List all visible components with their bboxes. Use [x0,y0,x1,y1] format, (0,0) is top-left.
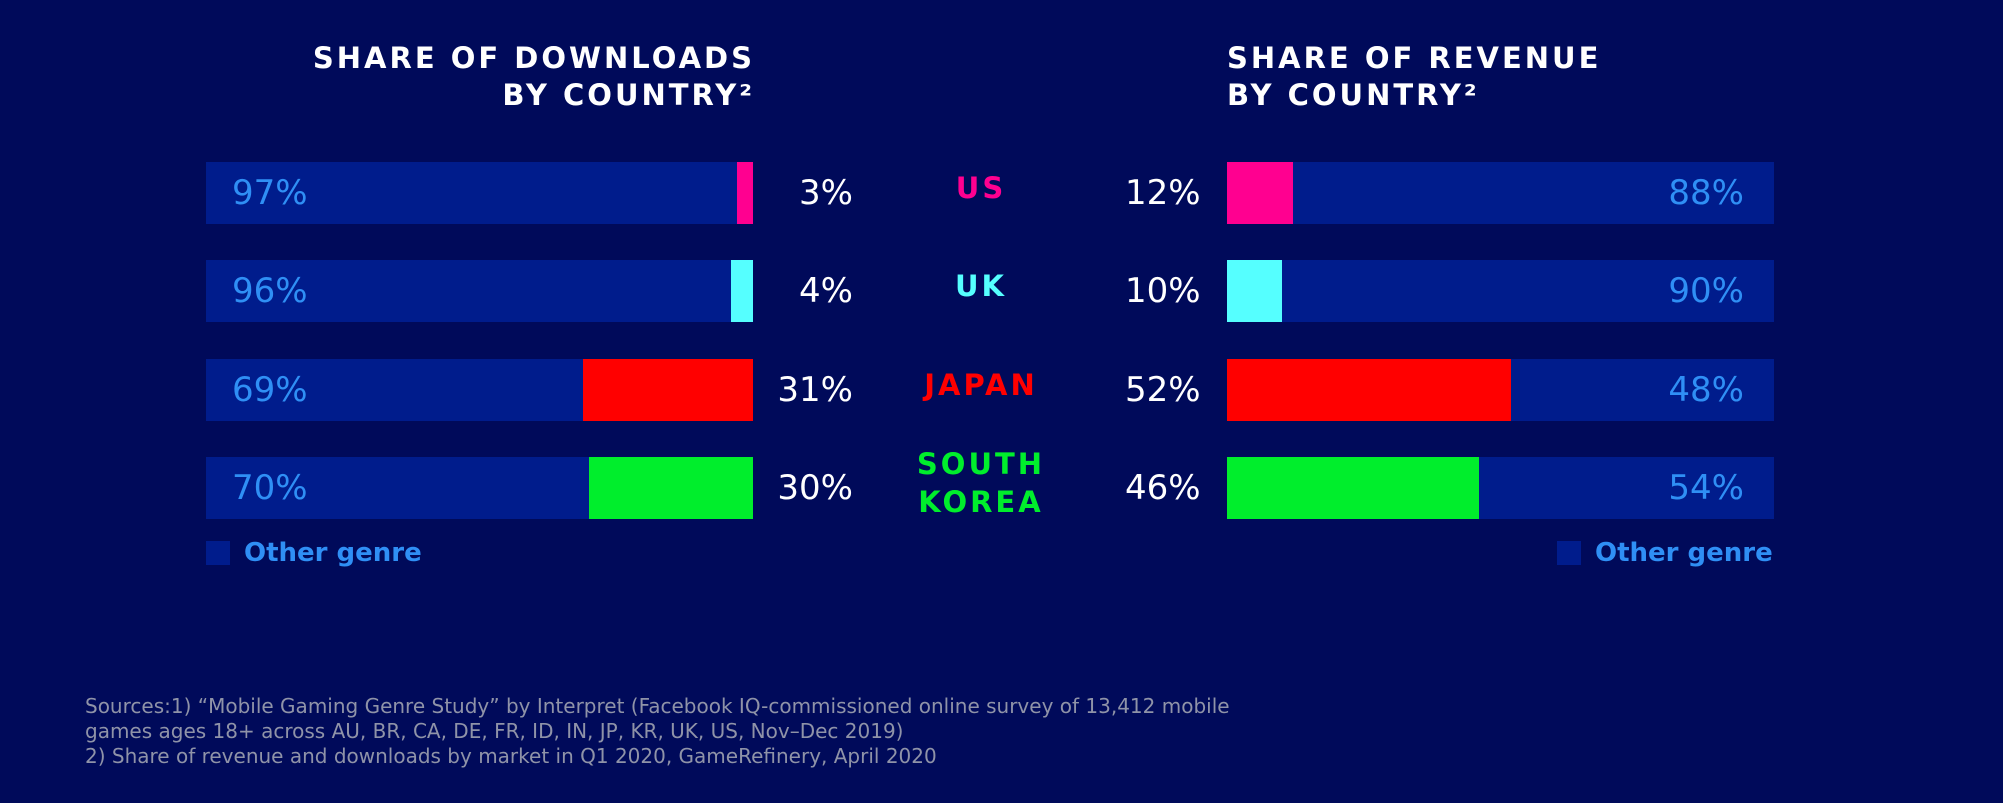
sources-line-2: games ages 18+ across AU, BR, CA, DE, FR… [85,719,1285,744]
country-label-line: SOUTH [881,445,1081,483]
country-label-japan: JAPAN [881,366,1081,404]
country-label-line: US [881,169,1081,207]
downloads-other-value: 96% [232,260,308,322]
revenue-title-line-1: SHARE OF REVENUE [1227,40,1601,77]
downloads-bar-south-korea: 70% [206,457,753,519]
downloads-value-us: 3% [713,162,853,224]
country-label-us: US [881,169,1081,207]
downloads-bar-uk: 96% [206,260,753,322]
revenue-other-value: 90% [1668,260,1744,322]
revenue-segment-japan [1227,359,1511,421]
revenue-bar-us: 88% [1227,162,1774,224]
revenue-value-japan: 52% [1125,359,1265,421]
revenue-value-us: 12% [1125,162,1265,224]
revenue-title-line-2: BY COUNTRY² [1227,77,1601,114]
revenue-chart-title: SHARE OF REVENUE BY COUNTRY² [1227,40,1601,114]
revenue-bar-japan: 48% [1227,359,1774,421]
downloads-title-line-1: SHARE OF DOWNLOADS [313,40,755,77]
downloads-value-uk: 4% [713,260,853,322]
downloads-title-line-2: BY COUNTRY² [313,77,755,114]
downloads-other-value: 70% [232,457,308,519]
downloads-bar-us: 97% [206,162,753,224]
country-label-uk: UK [881,267,1081,305]
legend-swatch-other [206,541,230,565]
legend-swatch-other [1557,541,1581,565]
downloads-other-value: 69% [232,359,308,421]
revenue-other-value: 48% [1668,359,1744,421]
revenue-value-uk: 10% [1125,260,1265,322]
downloads-value-japan: 31% [713,359,853,421]
legend-label-other: Other genre [244,536,422,570]
downloads-other-value: 97% [232,162,308,224]
revenue-value-south-korea: 46% [1125,457,1265,519]
downloads-bar-japan: 69% [206,359,753,421]
revenue-other-value: 54% [1668,457,1744,519]
legend-label-other: Other genre [1595,536,1773,570]
revenue-bar-uk: 90% [1227,260,1774,322]
sources-line-3: 2) Share of revenue and downloads by mar… [85,744,1285,769]
revenue-bar-south-korea: 54% [1227,457,1774,519]
country-label-line: KOREA [881,483,1081,521]
country-label-line: JAPAN [881,366,1081,404]
sources-line-1: Sources:1) “Mobile Gaming Genre Study” b… [85,694,1285,719]
downloads-chart-title: SHARE OF DOWNLOADS BY COUNTRY² [313,40,755,114]
downloads-value-south-korea: 30% [713,457,853,519]
country-label-line: UK [881,267,1081,305]
revenue-other-value: 88% [1668,162,1744,224]
sources-footnote: Sources:1) “Mobile Gaming Genre Study” b… [85,694,1285,769]
country-label-south-korea: SOUTH KOREA [881,445,1081,521]
